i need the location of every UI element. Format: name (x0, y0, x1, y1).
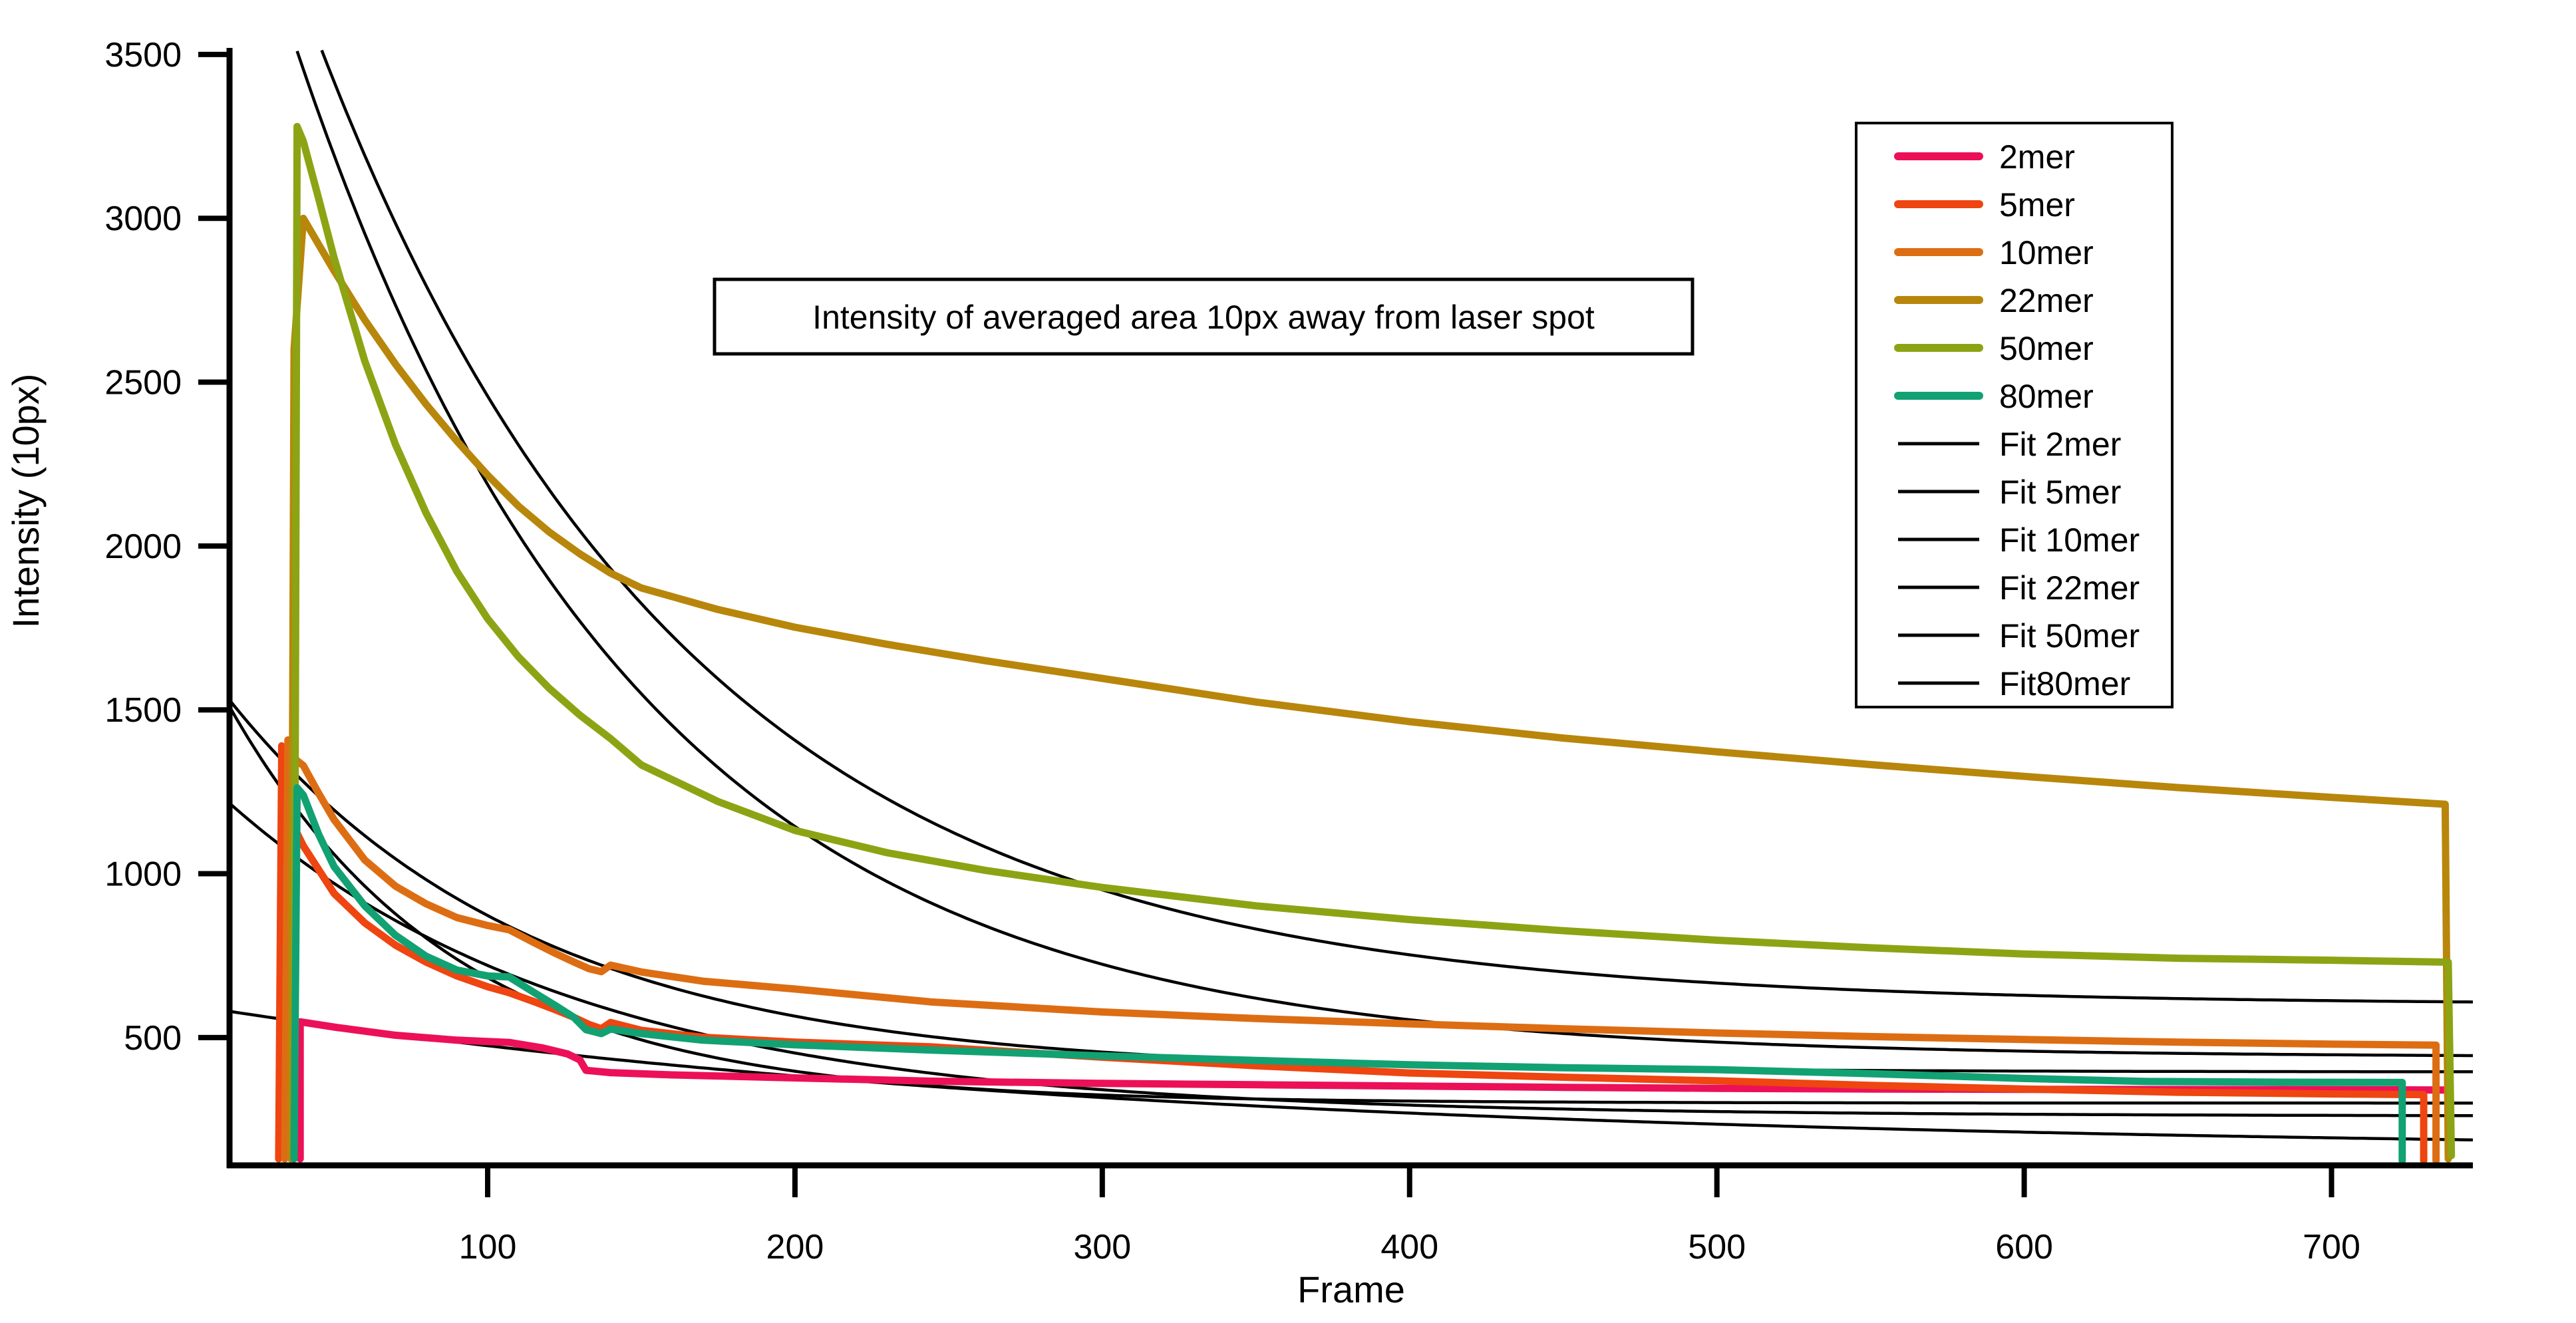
legend-label-fit-2mer: Fit 2mer (1999, 426, 2121, 463)
legend-label-5mer: 5mer (1999, 186, 2075, 223)
y-tick-label: 1000 (104, 855, 182, 894)
fit-line-fit-2mer (229, 1010, 2474, 1141)
fit-line-fit80mer (228, 802, 2473, 1117)
x-tick-label: 200 (766, 1228, 824, 1266)
legend-label-50mer: 50mer (1999, 330, 2094, 367)
fit-line-fit-50mer (295, 51, 2473, 1058)
legend-label-fit-10mer: Fit 10mer (1999, 521, 2140, 559)
legend-label-22mer: 22mer (1999, 282, 2094, 319)
fit-line-fit-22mer (320, 49, 2474, 1004)
legend-label-fit-50mer: Fit 50mer (1999, 617, 2140, 655)
legend-label-fit-5mer: Fit 5mer (1999, 474, 2121, 511)
x-tick-label: 600 (1995, 1228, 2053, 1266)
series-line-2mer (296, 1018, 2449, 1163)
y-tick-label: 1500 (104, 691, 182, 730)
y-tick-label: 3500 (104, 36, 182, 74)
page-title: Intensity of averaged area 10px away fro… (812, 299, 1595, 336)
y-tick-label: 2500 (104, 364, 182, 402)
title-annotation: Intensity of averaged area 10px away fro… (713, 277, 1694, 356)
y-axis-title: Intensity (10px) (5, 374, 47, 629)
x-axis-title: Frame (1297, 1268, 1405, 1310)
y-tick-label: 500 (124, 1019, 182, 1058)
axes-group: 500 1000 1500 2000 2500 3000 3500 100 200 300 400 5… (104, 36, 2473, 1266)
legend-label-2mer: 2mer (1999, 138, 2075, 176)
y-tick-label: 3000 (104, 200, 182, 238)
series-line-5mer (275, 742, 2428, 1165)
x-tick-label: 500 (1688, 1228, 1746, 1266)
legend-label-10mer: 10mer (1999, 234, 2094, 271)
series-line-22mer (287, 214, 2452, 1163)
y-tick-label: 2000 (104, 527, 182, 566)
legend: 2mer 5mer 10mer 22mer 50mer 80mer Fit 2mer Fit … (1855, 122, 2174, 708)
legend-box (1855, 122, 2174, 708)
series-line-50mer (290, 122, 2456, 1163)
series-line-10mer (281, 736, 2440, 1165)
x-tick-label: 400 (1380, 1228, 1438, 1266)
x-tick-label: 100 (459, 1228, 517, 1266)
x-tick-label: 300 (1073, 1228, 1131, 1266)
legend-label-fit80mer: Fit80mer (1999, 665, 2130, 702)
title-box (713, 277, 1694, 356)
data-lines-group (275, 122, 2456, 1165)
series-line-80mer (290, 784, 2406, 1165)
legend-label-80mer: 80mer (1999, 378, 2094, 415)
x-tick-label: 700 (2303, 1228, 2360, 1266)
legend-label-fit-22mer: Fit 22mer (1999, 569, 2140, 607)
